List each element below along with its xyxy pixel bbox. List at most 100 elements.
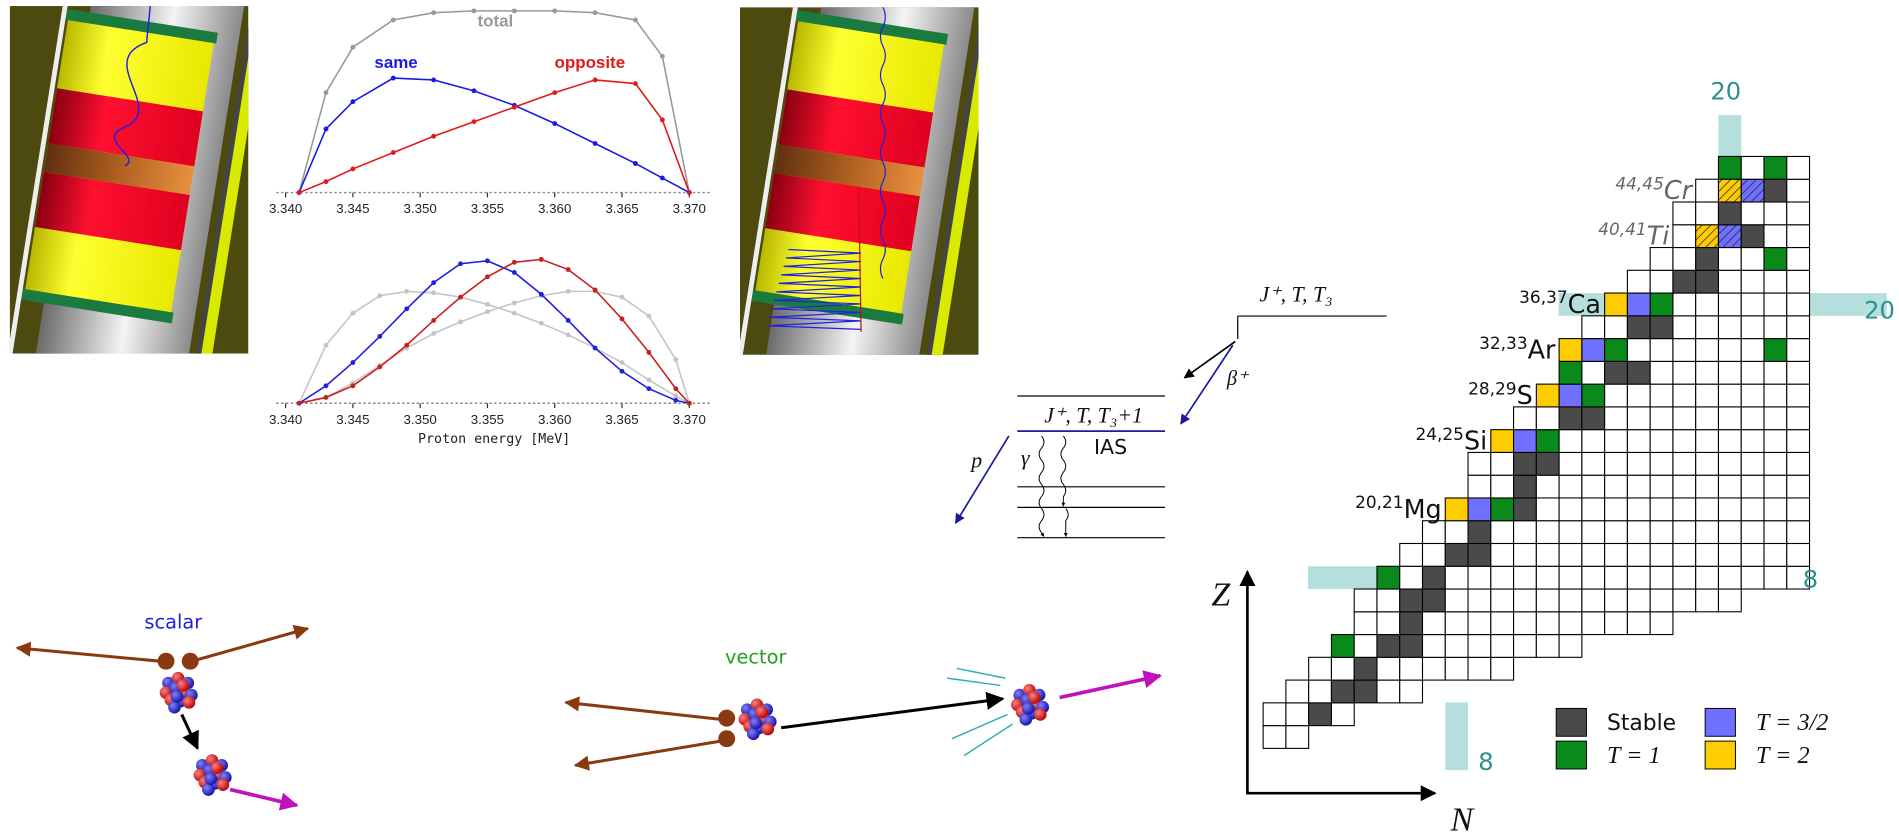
element-symbol: S xyxy=(1517,380,1533,410)
data-point xyxy=(593,10,598,15)
nucleus xyxy=(194,754,232,796)
magic-band xyxy=(1445,702,1468,770)
nuclide-cell xyxy=(1696,270,1719,293)
nuclide-cell xyxy=(1423,612,1446,635)
nuclide-cell xyxy=(1787,270,1810,293)
nuclide-cell xyxy=(1605,543,1628,566)
data-point xyxy=(431,134,436,139)
nuclide-cell xyxy=(1764,361,1787,384)
motion-line xyxy=(957,668,1005,678)
nuclide-cell xyxy=(1582,384,1605,407)
nuclide-cell xyxy=(1741,407,1764,430)
nuclide-cell xyxy=(1331,657,1354,680)
nucleon xyxy=(168,701,181,714)
series-label: same xyxy=(374,53,417,72)
proton-arrow xyxy=(1060,676,1161,698)
x-tick-label: 3.340 xyxy=(269,201,302,216)
lepton-arrow xyxy=(196,628,307,659)
data-point xyxy=(324,90,329,95)
mass-number: 28,29 xyxy=(1468,378,1517,398)
data-point xyxy=(593,78,598,83)
nuclide-cell xyxy=(1331,703,1354,726)
data-point xyxy=(620,369,625,374)
data-point xyxy=(485,258,490,263)
nuclide-cell xyxy=(1400,657,1423,680)
gamma-arrow xyxy=(1066,509,1068,537)
nuclide-cell xyxy=(1787,475,1810,498)
data-point xyxy=(552,8,557,13)
nuclide-cell xyxy=(1741,270,1764,293)
data-point xyxy=(620,317,625,322)
proton-arrow xyxy=(230,790,297,806)
nuclide-cell xyxy=(1605,430,1628,453)
legend-swatch xyxy=(1556,708,1586,736)
data-point xyxy=(673,394,678,399)
nuclide-cell xyxy=(1764,566,1787,589)
gamma-arrow xyxy=(1061,436,1066,506)
nuclide-cell xyxy=(1605,521,1628,544)
nuclide-cell xyxy=(1718,430,1741,453)
nuclide-cell xyxy=(1514,407,1537,430)
nuclide-cell xyxy=(1491,498,1514,521)
nuclide-cell xyxy=(1718,225,1741,248)
nuclide-cell xyxy=(1354,612,1377,635)
proton-label: p xyxy=(969,448,982,472)
nuclide-cell xyxy=(1741,202,1764,225)
nuclide-cell xyxy=(1468,566,1491,589)
nuclide-cell xyxy=(1650,589,1673,612)
nuclide-cell xyxy=(1400,566,1423,589)
nucleon xyxy=(171,690,184,703)
nuclide-cell xyxy=(1423,566,1446,589)
nuclide-cell xyxy=(1582,521,1605,544)
nuclide-cell xyxy=(1559,612,1582,635)
data-point xyxy=(472,8,477,13)
nuclide-cell xyxy=(1764,339,1787,362)
nuclide-cell xyxy=(1718,475,1741,498)
nuclide-cell xyxy=(1741,543,1764,566)
nuclide-cell xyxy=(1468,498,1491,521)
x-tick-label: 3.360 xyxy=(538,201,571,216)
nuclide-cell xyxy=(1377,566,1400,589)
parent-state: J⁺, T, T₃ xyxy=(1260,283,1333,307)
nuclide-cell xyxy=(1696,384,1719,407)
nuclide-cell xyxy=(1696,452,1719,475)
nuclide-cell xyxy=(1764,248,1787,271)
nuclide-cell xyxy=(1741,521,1764,544)
nuclide-cell xyxy=(1718,179,1741,202)
nuclide-chart: 44,45Cr40,41Ti36,37Ca32,33Ar28,29S24,25S… xyxy=(1211,77,1895,834)
data-point xyxy=(431,10,436,15)
x-tick-label: 3.355 xyxy=(471,412,504,427)
nuclide-cell xyxy=(1650,361,1673,384)
nucleus xyxy=(739,698,777,740)
lepton xyxy=(182,653,199,670)
nuclide-cell xyxy=(1536,521,1559,544)
data-point xyxy=(620,295,625,300)
lepton xyxy=(718,730,735,747)
lepton-arrow xyxy=(566,702,721,719)
nuclide-cell xyxy=(1650,384,1673,407)
nuclide-cell xyxy=(1468,543,1491,566)
nuclide-cell xyxy=(1605,293,1628,316)
nuclide-cell xyxy=(1605,384,1628,407)
nuclide-cell xyxy=(1696,430,1719,453)
nuclide-cell xyxy=(1354,657,1377,680)
data-point xyxy=(324,127,329,132)
lepton-arrow xyxy=(17,648,160,661)
nuclide-cell xyxy=(1787,452,1810,475)
legend-label: T = 3/2 xyxy=(1756,709,1828,736)
nuclide-cell xyxy=(1627,543,1650,566)
data-point xyxy=(673,386,678,391)
nuclide-cell xyxy=(1309,680,1332,703)
vector-label: vector xyxy=(725,646,786,669)
data-point xyxy=(431,78,436,83)
nuclide-cell xyxy=(1400,589,1423,612)
nuclide-cell xyxy=(1787,384,1810,407)
nucleon xyxy=(1019,713,1032,726)
data-point xyxy=(404,289,409,294)
nuclide-cell xyxy=(1445,521,1468,544)
motion-line xyxy=(964,724,1012,755)
nuclide-cell xyxy=(1787,498,1810,521)
nuclide-cell xyxy=(1696,566,1719,589)
nuclide-cell xyxy=(1787,430,1810,453)
nuclide-cell xyxy=(1764,156,1787,179)
